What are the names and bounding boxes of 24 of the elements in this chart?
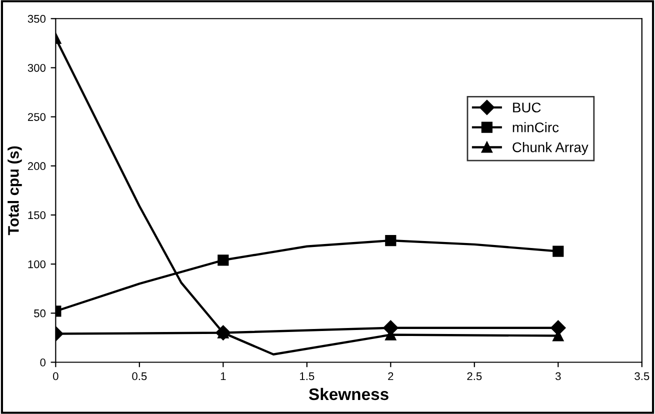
x-tick-label: 2.5 [467, 372, 482, 380]
y-tick-label: 50 [34, 309, 46, 318]
y-tick-label: 150 [28, 211, 46, 220]
x-tick-label: 2 [388, 372, 394, 380]
x-tick-label: 0.5 [132, 372, 147, 380]
point [218, 254, 229, 266]
x-tick-label: 1.5 [300, 372, 314, 380]
legend-label: BUC [513, 102, 541, 112]
legend-label: minCirc [512, 122, 559, 132]
x-tick-label: 1 [220, 372, 226, 380]
y-tick-label: 250 [28, 113, 46, 121]
y-tick-label: 300 [28, 64, 46, 72]
x-tick-label: 0 [53, 372, 58, 380]
point [552, 246, 564, 257]
point [385, 234, 396, 246]
x-tick-label: 3.5 [634, 372, 650, 380]
y-tick-label: 200 [28, 162, 46, 170]
legend-label: Chunk Array [512, 142, 588, 155]
y-axis-title: Total cpu (s) [8, 146, 22, 236]
x-tick-label: 3 [555, 372, 561, 380]
y-tick-label: 100 [28, 260, 46, 268]
y-tick-label: 0 [40, 358, 46, 366]
y-tick-label: 350 [28, 14, 46, 23]
x-axis-title: Skewness [308, 388, 388, 400]
